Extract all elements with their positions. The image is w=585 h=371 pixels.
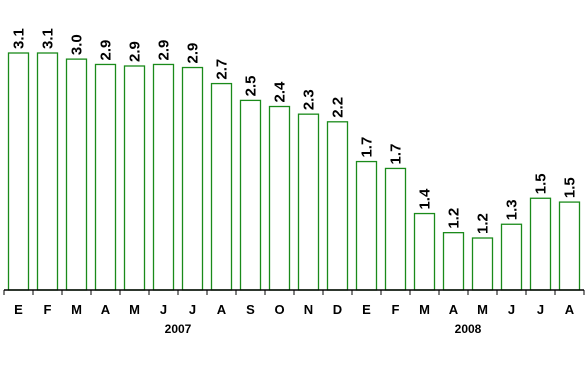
value-label: 3.1 bbox=[40, 28, 57, 49]
value-labels-group: 3.1 3.1 3.0 2.9 2.9 2.9 2.9 2.7 2.5 2.4 2.3 2.2 1.7 1… bbox=[11, 28, 579, 234]
category-label: J bbox=[508, 302, 515, 317]
value-label: 3.0 bbox=[69, 34, 86, 55]
value-label: 2.2 bbox=[330, 97, 347, 118]
bar bbox=[355, 160, 378, 291]
bar bbox=[123, 65, 146, 291]
category-label: J bbox=[537, 302, 544, 317]
category-label: J bbox=[160, 302, 167, 317]
bar bbox=[152, 63, 175, 291]
category-label: E bbox=[14, 302, 23, 317]
category-label: M bbox=[419, 302, 430, 317]
value-label: 2.9 bbox=[156, 40, 173, 61]
bar bbox=[500, 223, 523, 291]
value-label: 1.2 bbox=[446, 208, 463, 229]
bar bbox=[36, 52, 59, 291]
category-label: A bbox=[101, 302, 111, 317]
bar bbox=[181, 66, 204, 291]
category-label: O bbox=[274, 302, 284, 317]
value-label: 2.9 bbox=[98, 40, 115, 61]
category-label: M bbox=[477, 302, 488, 317]
value-label: 1.7 bbox=[359, 137, 376, 158]
category-label: D bbox=[333, 302, 342, 317]
value-label: 1.2 bbox=[475, 213, 492, 234]
value-label: 1.3 bbox=[504, 199, 521, 220]
year-label: 2008 bbox=[455, 322, 482, 336]
bar bbox=[413, 212, 436, 291]
value-label: 2.9 bbox=[127, 41, 144, 62]
category-label: A bbox=[449, 302, 459, 317]
bar bbox=[65, 58, 88, 291]
bar bbox=[239, 99, 262, 291]
category-label: J bbox=[189, 302, 196, 317]
value-label: 2.4 bbox=[272, 81, 289, 103]
category-label: A bbox=[565, 302, 575, 317]
value-label: 1.5 bbox=[562, 177, 579, 198]
value-label: 2.7 bbox=[214, 59, 231, 80]
category-label: M bbox=[129, 302, 140, 317]
bar bbox=[326, 121, 349, 291]
value-label: 1.5 bbox=[533, 173, 550, 194]
bar bbox=[7, 52, 30, 291]
value-label: 2.5 bbox=[243, 76, 260, 97]
bar bbox=[210, 82, 233, 291]
year-labels-group: 2007 2008 bbox=[165, 322, 482, 336]
category-label: M bbox=[71, 302, 82, 317]
category-label: F bbox=[392, 302, 400, 317]
value-label: 1.7 bbox=[388, 144, 405, 165]
value-label: 1.4 bbox=[417, 188, 434, 210]
category-label: E bbox=[362, 302, 371, 317]
bar bbox=[471, 237, 494, 291]
x-axis-ticks bbox=[3, 290, 585, 295]
category-label: S bbox=[246, 302, 255, 317]
bar bbox=[297, 113, 320, 291]
value-label: 2.3 bbox=[301, 89, 318, 110]
value-label: 2.9 bbox=[185, 43, 202, 64]
bar bbox=[529, 197, 552, 291]
year-label: 2007 bbox=[165, 322, 192, 336]
category-label: A bbox=[217, 302, 227, 317]
bar bbox=[384, 167, 407, 291]
bars-group bbox=[7, 52, 581, 291]
category-label: F bbox=[44, 302, 52, 317]
value-label: 3.1 bbox=[11, 28, 28, 49]
bar bbox=[558, 201, 581, 291]
bar bbox=[442, 232, 465, 291]
bar bbox=[268, 105, 291, 291]
category-label: N bbox=[304, 302, 313, 317]
bar bbox=[94, 63, 117, 291]
